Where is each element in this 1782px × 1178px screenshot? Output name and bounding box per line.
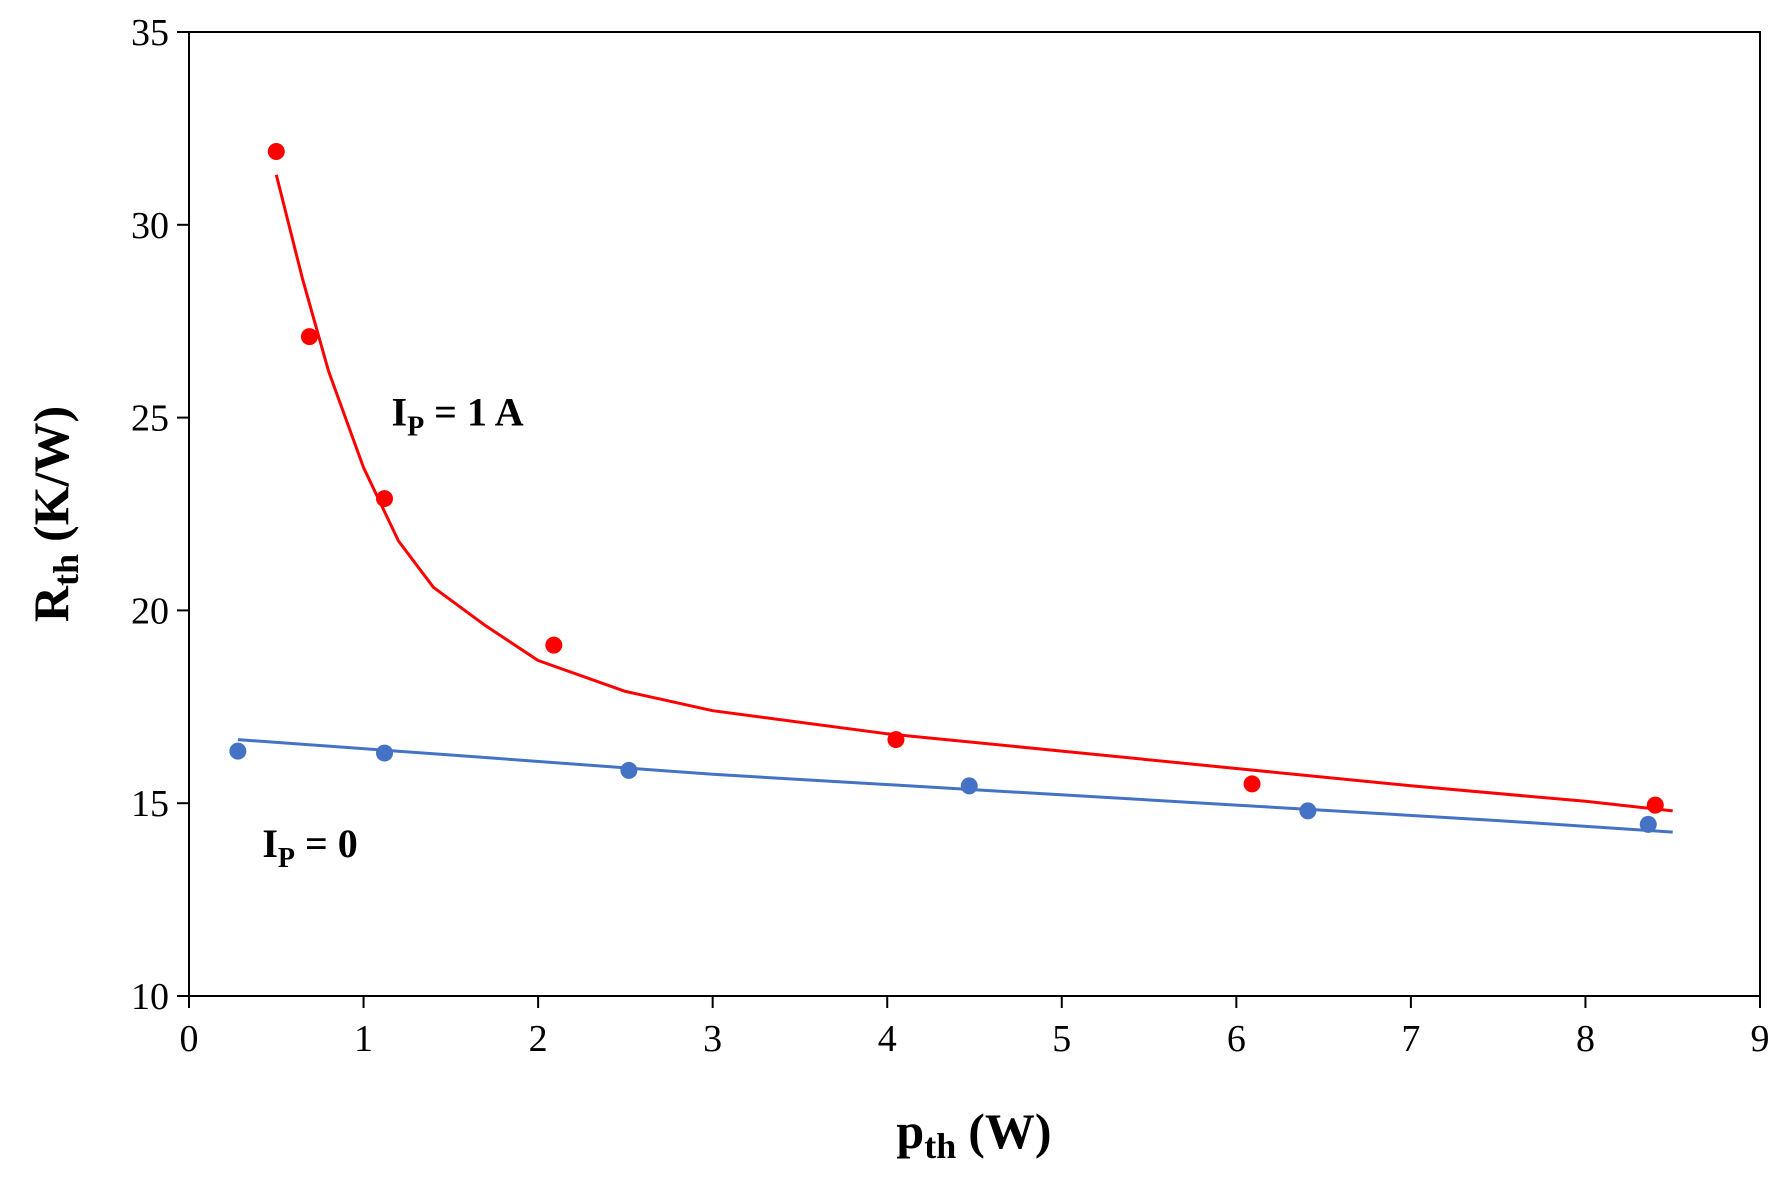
data-point: [1646, 796, 1664, 814]
data-point: [300, 328, 318, 346]
x-tick-label: 2: [529, 1018, 548, 1060]
data-point: [620, 761, 638, 779]
data-point: [1639, 815, 1657, 833]
x-tick-label: 0: [180, 1018, 199, 1060]
data-point: [229, 742, 247, 760]
y-tick-label: 35: [131, 12, 169, 54]
y-tick-label: 10: [131, 976, 169, 1018]
axis-ticks: 0 1 2 3 4 5 6 7 8 9 10 15 20 25 30 35: [131, 12, 1770, 1060]
y-axis-title: Rth(K/W): [23, 406, 86, 622]
x-tick-label: 3: [703, 1018, 722, 1060]
annotation-ip1: IP = 1 A: [391, 389, 523, 442]
annotation-ip0: IP = 0: [262, 821, 357, 874]
data-point: [1243, 775, 1261, 793]
x-tick-label: 1: [354, 1018, 373, 1060]
data-point: [960, 777, 978, 795]
y-tick-label: 20: [131, 590, 169, 632]
data-point: [267, 143, 285, 161]
plot-area: [188, 31, 1761, 997]
y-tick-label: 30: [131, 205, 169, 247]
data-points: [229, 143, 1664, 833]
x-tick-label: 5: [1052, 1018, 1071, 1060]
x-tick-label: 8: [1576, 1018, 1595, 1060]
trend-line-0: [274, 174, 1673, 813]
y-tick-label: 25: [131, 398, 169, 440]
data-point: [1299, 802, 1317, 820]
x-tick-label: 7: [1401, 1018, 1420, 1060]
x-axis-title: pth (W): [896, 1103, 1051, 1166]
y-tick-label: 15: [131, 783, 169, 825]
x-tick-label: 6: [1227, 1018, 1246, 1060]
data-point: [376, 490, 394, 508]
data-point: [545, 636, 563, 654]
annotations: IP = 1 A IP = 0: [262, 389, 523, 874]
data-point: [887, 731, 905, 749]
x-tick-label: 9: [1751, 1018, 1770, 1060]
x-tick-label: 4: [878, 1018, 897, 1060]
data-point: [376, 744, 394, 762]
